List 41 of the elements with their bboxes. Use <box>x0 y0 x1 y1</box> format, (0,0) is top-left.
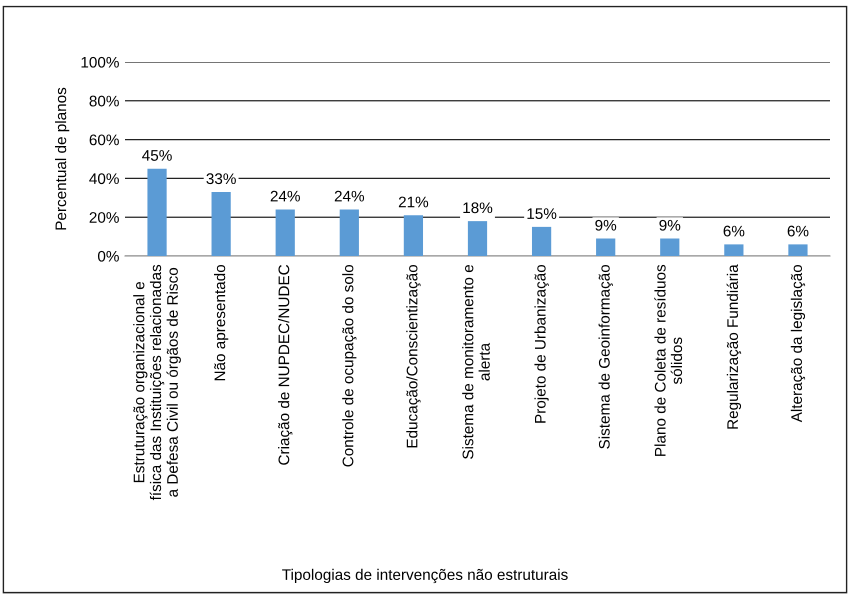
bar <box>340 209 359 256</box>
x-tick-label: Controle de ocupação do solo <box>342 264 356 467</box>
bar <box>788 244 808 256</box>
data-label: 15% <box>527 208 556 220</box>
x-tick-label: Estruturação organizacional e física das Instituições relacionadas a Defesa Civil ou órgãos de Risco <box>133 264 181 500</box>
data-label: 24% <box>334 190 364 202</box>
data-label: 9% <box>659 220 680 231</box>
bar <box>596 238 616 256</box>
data-label: 21% <box>398 196 428 208</box>
x-tick-label: Sistema de monitoramento e alerta <box>462 265 490 459</box>
y-tick-label: 100% <box>82 56 119 68</box>
data-label: 24% <box>270 190 300 202</box>
y-tick-label: 80% <box>90 96 119 106</box>
x-tick-label: Plano de Coleta de resíduos sólidos <box>654 264 682 456</box>
bar <box>276 209 295 256</box>
data-label: 45% <box>142 150 172 161</box>
data-label: 33% <box>206 173 236 184</box>
x-tick-label: Não apresentado <box>214 264 228 380</box>
bar <box>660 238 680 256</box>
x-tick-label: Alteração da legislação <box>790 264 806 422</box>
x-tick-label: Projeto de Urbanização <box>534 264 549 423</box>
y-tick-label: 40% <box>89 173 119 184</box>
bar <box>212 192 231 256</box>
x-tick-label: Criação de NUPDEC/NUDEC <box>278 264 292 465</box>
y-tick-label: 0% <box>98 250 119 262</box>
data-label: 9% <box>595 220 616 231</box>
bar <box>147 168 167 256</box>
bar <box>724 244 744 256</box>
data-label: 6% <box>724 226 744 236</box>
y-axis-title: Percentual de planos <box>55 88 70 230</box>
data-label: 6% <box>788 226 808 236</box>
bar <box>468 221 488 256</box>
x-tick-label: Educação/Conscientização <box>406 264 421 448</box>
x-axis-title: Tipologias de intervenções não estruturais <box>282 568 568 584</box>
y-tick-label: 60% <box>90 134 119 146</box>
data-label: 18% <box>463 202 492 214</box>
x-tick-label: Regularização Fundiária <box>726 264 742 429</box>
bar <box>532 226 552 256</box>
y-tick-label: 20% <box>90 212 119 223</box>
bar <box>404 215 424 256</box>
x-tick-label: Sistema de Geoinformação <box>598 264 613 449</box>
